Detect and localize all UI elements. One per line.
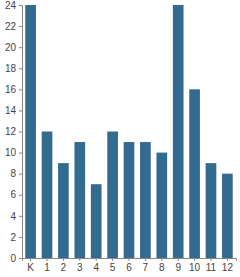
x-tick-label: 7 (143, 262, 149, 273)
y-tick-mark (19, 132, 22, 133)
bar (206, 163, 217, 258)
x-tick: K (27, 258, 34, 273)
y-tick-label: 6 (10, 189, 16, 200)
y-tick-label: 8 (10, 168, 16, 179)
y-tick: 16 (5, 84, 22, 95)
x-axis-line (23, 259, 237, 262)
x-tick-label: 12 (222, 262, 234, 273)
y-tick: 2 (10, 232, 22, 243)
y-tick-mark (19, 89, 22, 90)
y-tick-label: 16 (5, 84, 17, 95)
x-tick-mark (79, 258, 80, 261)
y-tick: 22 (5, 21, 22, 32)
y-tick-mark (19, 26, 22, 27)
x-tick-label: 10 (189, 262, 201, 273)
bar (91, 184, 102, 258)
x-tick: 11 (206, 258, 217, 273)
bar (107, 132, 118, 259)
x-tick-label: 5 (110, 262, 116, 273)
x-tick-mark (129, 258, 130, 261)
y-tick-mark (19, 68, 22, 69)
x-tick-mark (227, 258, 228, 261)
x-tick-mark (63, 258, 64, 261)
x-tick-mark (47, 258, 48, 261)
x-tick: 8 (159, 258, 165, 273)
bar (74, 142, 85, 258)
x-tick: 7 (143, 258, 149, 273)
y-tick-label: 24 (5, 0, 17, 11)
y-tick: 18 (5, 63, 22, 74)
y-tick-label: 12 (5, 126, 17, 137)
y-tick: 14 (5, 105, 22, 116)
chart: 024681012141618202224K123456789101112 (0, 0, 240, 277)
y-tick-mark (19, 195, 22, 196)
y-tick-label: 2 (10, 232, 16, 243)
x-tick-mark (96, 258, 97, 261)
y-tick-label: 20 (5, 42, 17, 53)
bars (25, 5, 232, 258)
x-tick: 12 (222, 258, 234, 273)
y-tick-label: 14 (5, 105, 17, 116)
y-tick-label: 4 (10, 211, 16, 222)
x-tick: 3 (77, 258, 83, 273)
x-tick: 1 (44, 258, 50, 273)
y-tick-label: 22 (5, 21, 17, 32)
y-tick-mark (19, 237, 22, 238)
x-tick-mark (161, 258, 162, 261)
y-axis-line (19, 6, 23, 259)
x-tick-mark (194, 258, 195, 261)
y-tick-mark (19, 110, 22, 111)
x-tick-label: 11 (206, 262, 217, 273)
x-tick: 9 (175, 258, 181, 273)
x-tick: 2 (61, 258, 67, 273)
x-tick-label: 6 (126, 262, 132, 273)
bar (222, 174, 233, 258)
y-tick-mark (19, 258, 22, 259)
x-tick-label: 3 (77, 262, 83, 273)
y-tick-mark (19, 47, 22, 48)
x-tick-mark (145, 258, 146, 261)
y-tick-mark (19, 5, 22, 6)
y-tick: 0 (10, 253, 22, 264)
y-tick: 12 (5, 126, 22, 137)
y-axis: 024681012141618202224 (5, 0, 23, 264)
bar (42, 132, 53, 259)
x-tick-label: K (27, 262, 34, 273)
x-tick-mark (178, 258, 179, 261)
y-tick: 8 (10, 168, 22, 179)
bar (140, 142, 151, 258)
y-tick: 10 (5, 147, 22, 158)
x-tick: 6 (126, 258, 132, 273)
x-tick-mark (210, 258, 211, 261)
y-tick: 20 (5, 42, 22, 53)
bar (189, 89, 200, 258)
y-tick: 6 (10, 189, 22, 200)
x-tick: 4 (93, 258, 99, 273)
bar (173, 5, 184, 258)
x-tick-label: 2 (61, 262, 67, 273)
bar (25, 5, 36, 258)
x-tick-label: 4 (93, 262, 99, 273)
y-tick-label: 0 (10, 253, 16, 264)
y-tick-mark (19, 216, 22, 217)
y-tick-label: 18 (5, 63, 17, 74)
x-axis: K123456789101112 (23, 258, 237, 273)
x-tick-label: 1 (44, 262, 50, 273)
y-tick-label: 10 (5, 147, 17, 158)
x-tick: 10 (189, 258, 201, 273)
bar (58, 163, 69, 258)
bar (156, 153, 167, 258)
x-tick-label: 8 (159, 262, 165, 273)
y-tick: 24 (5, 0, 22, 11)
y-tick-mark (19, 174, 22, 175)
x-tick-mark (112, 258, 113, 261)
bar (124, 142, 135, 258)
y-tick-mark (19, 153, 22, 154)
x-tick-label: 9 (175, 262, 181, 273)
x-tick-mark (30, 258, 31, 261)
x-tick: 5 (110, 258, 116, 273)
y-tick: 4 (10, 211, 22, 222)
